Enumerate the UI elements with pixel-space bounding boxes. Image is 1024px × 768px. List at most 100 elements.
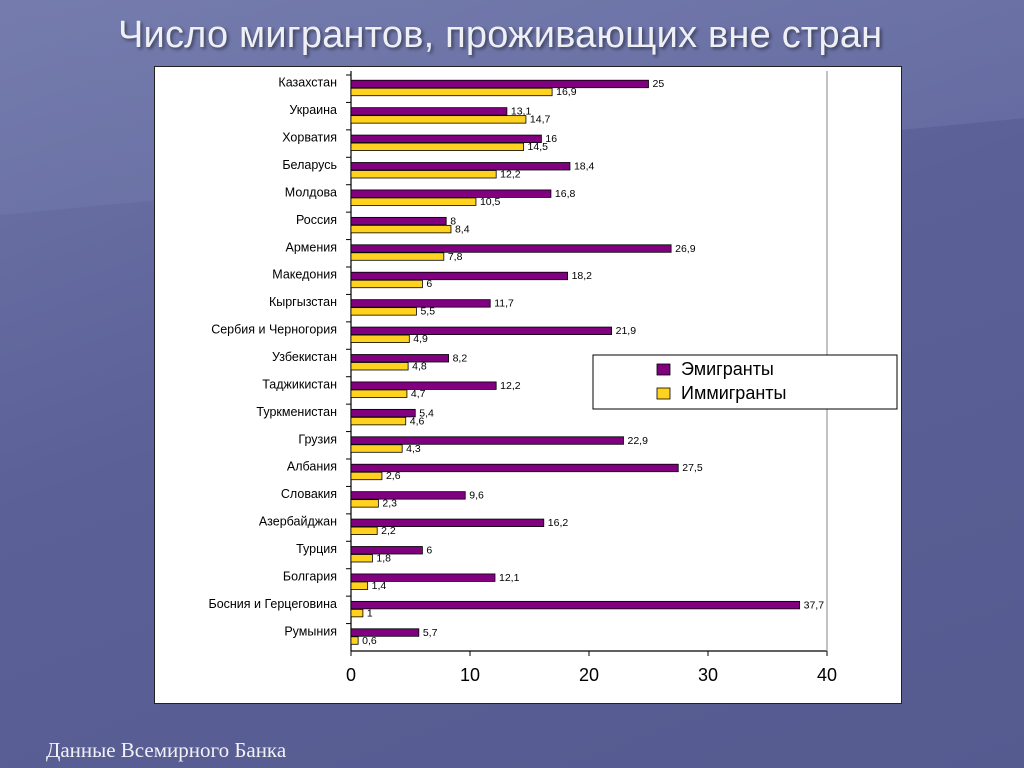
immigrants-data-label: 6 xyxy=(426,278,432,290)
immigrants-data-label: 2,6 xyxy=(386,470,401,482)
immigrants-bar xyxy=(350,142,524,151)
category-label: Грузия xyxy=(298,432,337,446)
emigrants-bar xyxy=(350,463,679,473)
emigrants-data-label: 5,7 xyxy=(423,627,438,639)
immigrants-bar xyxy=(350,279,423,289)
immigrants-data-label: 4,7 xyxy=(411,388,426,400)
immigrants-bar xyxy=(350,334,410,343)
emigrants-bar xyxy=(350,546,423,555)
immigrants-data-label: 14,5 xyxy=(528,141,549,153)
immigrants-bar xyxy=(350,471,383,481)
emigrants-bar xyxy=(350,381,497,390)
category-label: Сербия и Черногория xyxy=(211,323,337,337)
emigrants-data-label: 13,1 xyxy=(511,106,532,118)
emigrants-data-label: 5,4 xyxy=(419,407,434,419)
category-label: Турция xyxy=(296,542,337,556)
emigrants-data-label: 12,2 xyxy=(500,380,521,392)
emigrants-bar xyxy=(350,600,801,610)
immigrants-bar xyxy=(350,197,477,206)
immigrants-bar xyxy=(350,581,369,590)
emigrants-bar xyxy=(350,491,466,500)
immigrants-bar xyxy=(350,224,452,234)
emigrants-data-label: 37,7 xyxy=(804,599,825,611)
immigrants-bar xyxy=(350,554,373,563)
emigrants-bar xyxy=(350,107,508,116)
immigrants-data-label: 16,9 xyxy=(556,86,577,98)
emigrants-data-label: 6 xyxy=(426,545,432,557)
legend-label-emigrants: Эмигранты xyxy=(681,359,774,379)
category-label: Молдова xyxy=(285,185,337,199)
immigrants-bar xyxy=(350,307,417,316)
emigrants-data-label: 16 xyxy=(545,133,557,145)
emigrants-bar xyxy=(350,436,624,445)
category-label: Румыния xyxy=(284,624,337,638)
immigrants-bar xyxy=(350,389,408,398)
emigrants-data-label: 8,2 xyxy=(453,353,468,365)
emigrants-bar xyxy=(350,518,545,527)
immigrants-data-label: 0,6 xyxy=(362,635,377,647)
category-label: Казахстан xyxy=(278,76,337,90)
emigrants-data-label: 11,7 xyxy=(494,298,514,310)
emigrants-data-label: 9,6 xyxy=(469,490,484,502)
emigrants-data-label: 25 xyxy=(653,78,665,90)
immigrants-data-label: 8,4 xyxy=(455,223,470,235)
immigrants-bar xyxy=(350,499,379,508)
emigrants-data-label: 8 xyxy=(450,215,456,227)
legend-swatch-emigrants xyxy=(656,363,671,376)
category-label: Россия xyxy=(296,213,337,227)
immigrants-bar xyxy=(350,115,527,124)
legend-swatch-immigrants xyxy=(656,387,671,400)
immigrants-data-label: 1,4 xyxy=(372,580,387,592)
immigrants-bar xyxy=(350,252,445,261)
emigrants-bar xyxy=(350,271,568,281)
category-label: Хорватия xyxy=(282,131,337,145)
emigrants-data-label: 16,2 xyxy=(548,517,569,529)
immigrants-bar xyxy=(350,608,364,618)
category-label: Кыргызстан xyxy=(269,295,337,309)
x-tick-label: 0 xyxy=(346,665,356,685)
emigrants-data-label: 18,4 xyxy=(574,161,595,173)
immigrants-data-label: 1,8 xyxy=(376,553,391,565)
category-label: Болгария xyxy=(283,569,337,583)
emigrants-bar xyxy=(350,244,672,253)
immigrants-bar xyxy=(350,636,359,645)
x-tick-label: 20 xyxy=(579,665,599,685)
immigrants-data-label: 14,7 xyxy=(530,114,551,126)
legend-box xyxy=(592,354,898,410)
slide-title: Число мигрантов, проживающих вне стран xyxy=(118,14,883,56)
immigrants-data-label: 4,6 xyxy=(410,415,425,427)
bar-chart: 0 10 20 30 40 Казахстан 25 16,9 Украина 13,114,7 Х… xyxy=(208,71,898,685)
category-label: Армения xyxy=(286,240,338,254)
chart-container: 0 10 20 30 40 Казахстан 25 16,9 Украина 13,1 14,7 Х… xyxy=(154,66,902,704)
category-label: Туркменистан xyxy=(256,405,337,419)
emigrants-bar xyxy=(350,189,552,198)
category-label: Украина xyxy=(289,103,337,117)
emigrants-data-label: 18,2 xyxy=(572,270,593,282)
x-tick-label: 10 xyxy=(460,665,480,685)
immigrants-data-label: 2,3 xyxy=(382,498,397,510)
emigrants-bar xyxy=(350,162,571,171)
immigrants-data-label: 4,3 xyxy=(406,443,421,455)
immigrants-data-label: 5,5 xyxy=(420,306,435,318)
immigrants-data-label: 4,9 xyxy=(413,333,428,345)
category-label: Македония xyxy=(272,268,337,282)
emigrants-data-label: 22,9 xyxy=(628,435,649,447)
immigrants-bar xyxy=(350,416,407,426)
immigrants-bar xyxy=(350,87,553,97)
immigrants-bar xyxy=(350,444,403,453)
emigrants-data-label: 27,5 xyxy=(682,462,703,474)
immigrants-bar xyxy=(350,170,497,179)
emigrants-data-label: 26,9 xyxy=(675,243,696,255)
x-tick-label: 40 xyxy=(817,665,837,685)
emigrants-data-label: 16,8 xyxy=(555,188,576,200)
immigrants-bar xyxy=(350,362,409,371)
immigrants-data-label: 10,5 xyxy=(480,196,501,208)
category-label: Азербайджан xyxy=(259,515,337,529)
immigrants-data-label: 2,2 xyxy=(381,525,396,537)
emigrants-bar xyxy=(350,573,496,582)
immigrants-data-label: 4,8 xyxy=(412,361,427,373)
category-label: Беларусь xyxy=(282,158,337,172)
x-tick-label: 30 xyxy=(698,665,718,685)
legend-label-immigrants: Иммигранты xyxy=(681,383,786,403)
category-label: Босния и Герцеговина xyxy=(208,597,337,611)
